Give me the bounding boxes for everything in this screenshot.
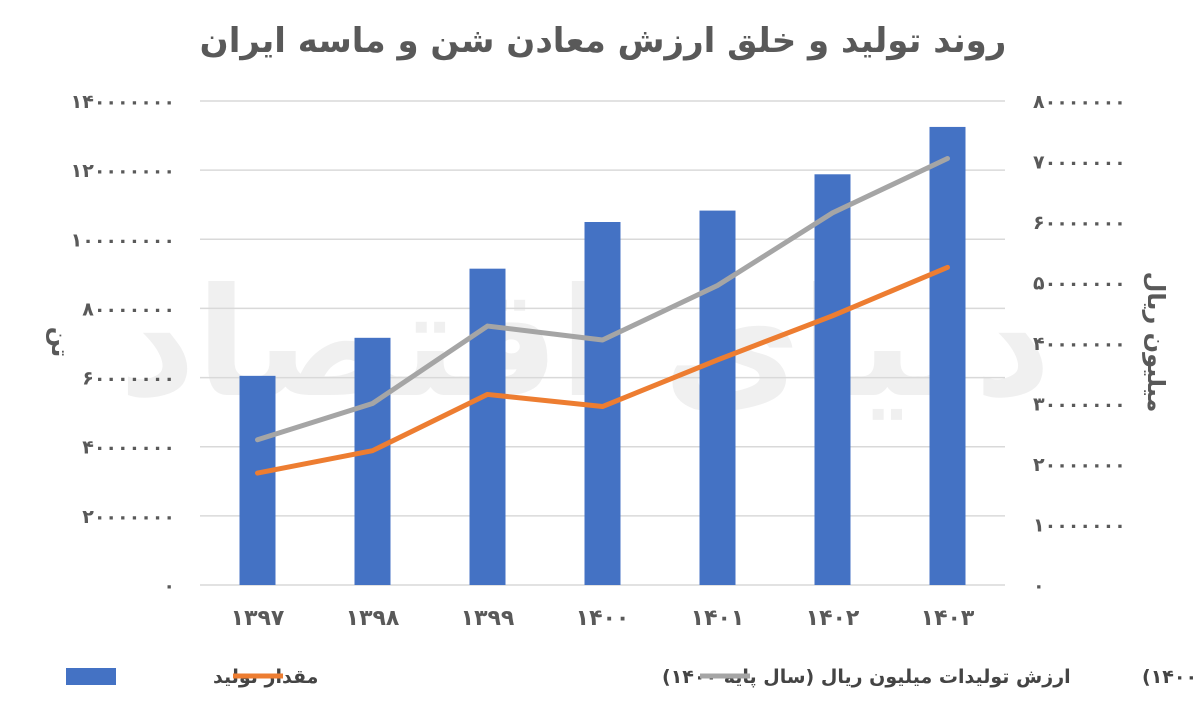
- series-line-value-added: [255, 155, 950, 443]
- y-tick-label-right: ۲۰۰۰۰۰۰۰: [1033, 454, 1126, 476]
- x-tick-label: ۱۴۰۲: [806, 606, 860, 631]
- y-tick-label-left: ۱۴۰۰۰۰۰۰۰: [71, 91, 175, 113]
- bar-۱۴۰۳: [929, 126, 966, 585]
- y-tick-label-right: ۴۰۰۰۰۰۰۰: [1033, 333, 1126, 355]
- y-axis-title-right: میلیون ریال: [1142, 272, 1170, 413]
- axis-labels: ۰ ۲۰۰۰۰۰۰۰ ۴۰۰۰۰۰۰۰ ۶۰۰۰۰۰۰۰ ۸۰۰۰۰۰۰۰ ۱۰۰۰۰۰۰…: [71, 91, 1126, 631]
- bar-۱۴۰۱: [699, 210, 736, 585]
- bars: [239, 126, 966, 585]
- x-tick-label: ۱۴۰۳: [921, 606, 975, 631]
- legend-label: ارزش افزوده میلیون ریال(سال پایه ۱۴۰۰): [1142, 666, 1200, 688]
- bar-۱۴۰۲: [814, 174, 851, 585]
- y-tick-label-right: ۸۰۰۰۰۰۰۰: [1033, 91, 1126, 113]
- y-tick-label-right: ۳۰۰۰۰۰۰۰: [1033, 394, 1126, 416]
- bar-۱۳۹۹: [469, 268, 506, 585]
- y-tick-label-left: ۱۲۰۰۰۰۰۰۰: [71, 160, 175, 182]
- x-tick-label: ۱۴۰۱: [691, 606, 745, 631]
- y-tick-label-left: ۴۰۰۰۰۰۰۰: [82, 437, 175, 459]
- x-tick-label: ۱۳۹۷: [231, 606, 285, 631]
- y-axis-title-left: تن: [46, 327, 74, 358]
- bar-۱۳۹۷: [239, 375, 276, 585]
- y-tick-label-right: ۱۰۰۰۰۰۰۰: [1033, 515, 1126, 537]
- y-tick-label-right: ۶۰۰۰۰۰۰۰: [1033, 212, 1126, 234]
- chart-title: روند تولید و خلق ارزش معادن شن و ماسه ای…: [200, 21, 1007, 61]
- legend-swatch-bar: [66, 668, 116, 685]
- y-tick-label-left: ۱۰۰۰۰۰۰۰۰: [71, 229, 175, 251]
- y-tick-label-right: ۰: [1033, 575, 1045, 597]
- x-tick-label: ۱۳۹۹: [461, 606, 515, 631]
- bar-۱۳۹۸: [354, 337, 391, 585]
- y-tick-label-right: ۵۰۰۰۰۰۰۰: [1033, 273, 1126, 295]
- y-tick-label-left: ۶۰۰۰۰۰۰۰: [82, 368, 175, 390]
- x-tick-label: ۱۴۰۰: [576, 606, 630, 631]
- y-tick-label-left: ۲۰۰۰۰۰۰۰: [82, 506, 175, 528]
- x-tick-label: ۱۳۹۸: [346, 606, 400, 631]
- legend: مقدار تولیدارزش تولیدات میلیون ریال (سال…: [66, 666, 1200, 688]
- legend-label: ارزش تولیدات میلیون ریال (سال پایه ۱۴۰۰): [662, 666, 1071, 688]
- series-line-production-value: [255, 264, 950, 476]
- y-tick-label-right: ۷۰۰۰۰۰۰۰: [1033, 152, 1126, 174]
- y-tick-label-left: ۸۰۰۰۰۰۰۰: [82, 298, 175, 320]
- lines: [255, 155, 950, 476]
- y-tick-label-left: ۰: [163, 575, 175, 597]
